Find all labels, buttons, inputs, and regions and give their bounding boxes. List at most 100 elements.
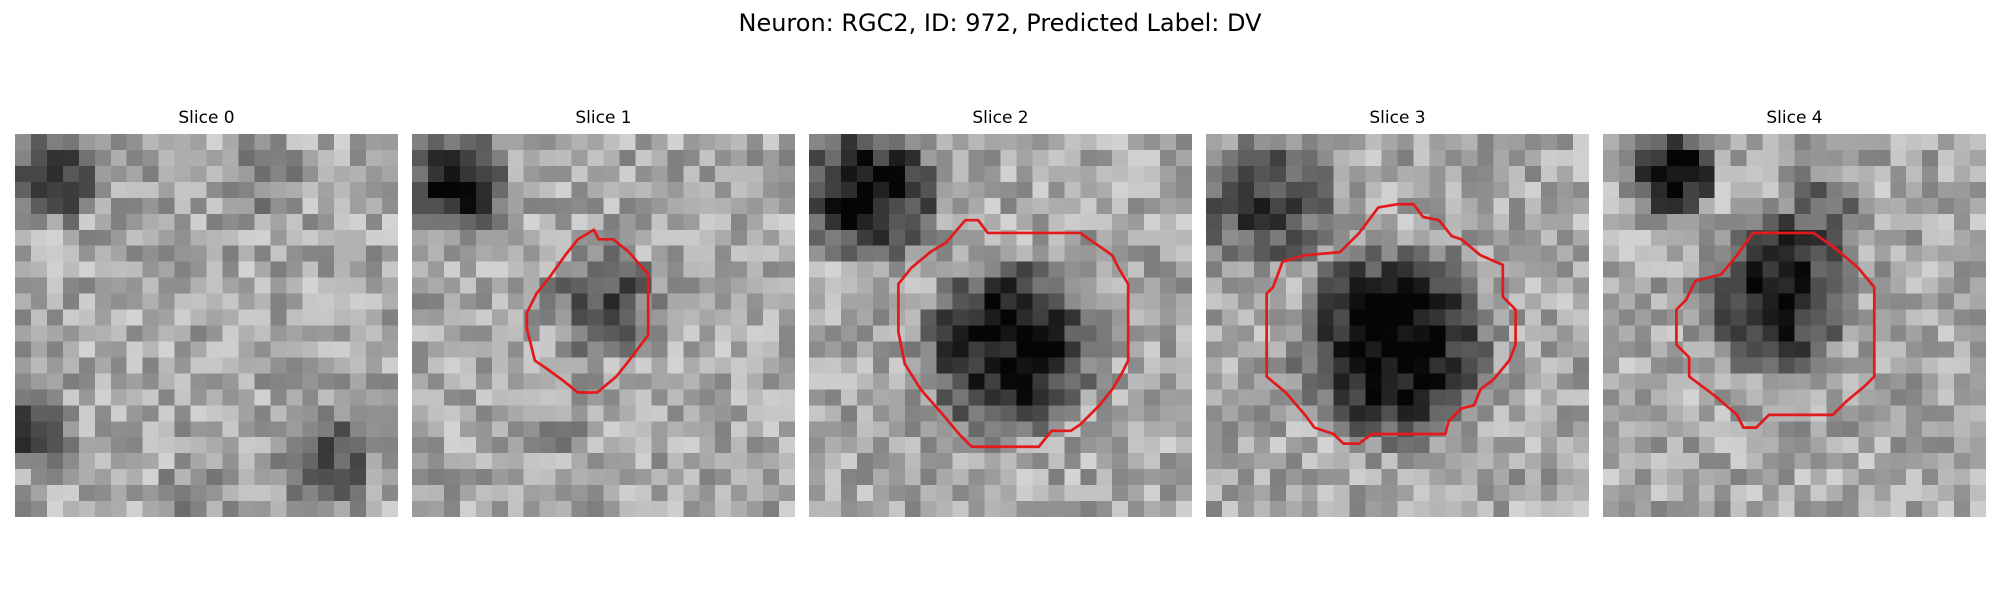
pixel xyxy=(507,309,525,326)
pixel xyxy=(1317,453,1334,470)
pixel xyxy=(1874,373,1891,390)
pixel xyxy=(1000,469,1017,486)
pixel xyxy=(1810,277,1827,294)
pixel xyxy=(1890,325,1907,342)
pixel xyxy=(1618,469,1636,486)
pixel xyxy=(699,149,716,167)
pixel xyxy=(1048,405,1065,422)
pixel xyxy=(46,341,64,358)
pixel xyxy=(427,421,445,438)
pixel xyxy=(427,469,445,486)
pixel xyxy=(968,389,985,406)
pixel xyxy=(1618,277,1636,294)
pixel xyxy=(667,501,684,517)
pixel xyxy=(1206,229,1223,247)
pixel xyxy=(715,501,732,517)
pixel xyxy=(30,293,48,310)
pixel xyxy=(1618,341,1636,358)
pixel xyxy=(222,405,239,422)
pixel xyxy=(1954,181,1971,199)
pixel xyxy=(1413,437,1430,454)
pixel xyxy=(382,373,398,390)
pixel xyxy=(571,149,588,167)
pixel xyxy=(238,309,255,326)
pixel xyxy=(571,277,588,294)
pixel xyxy=(1573,134,1589,151)
pixel xyxy=(1237,293,1255,310)
pixel xyxy=(1954,501,1971,517)
pixel xyxy=(1938,501,1955,517)
pixel xyxy=(366,213,383,231)
pixel xyxy=(1112,325,1129,342)
pixel xyxy=(1573,229,1589,247)
pixel xyxy=(126,213,143,231)
pixel xyxy=(523,389,540,406)
pixel xyxy=(1557,373,1574,390)
pixel xyxy=(382,405,398,422)
pixel xyxy=(412,389,429,406)
slice-image-1 xyxy=(412,134,795,517)
pixel xyxy=(1477,469,1494,486)
pixel xyxy=(1096,357,1113,374)
pixel xyxy=(1160,149,1177,167)
pixel xyxy=(1445,437,1462,454)
pixel xyxy=(443,213,461,231)
pixel xyxy=(1541,485,1558,502)
pixel xyxy=(491,485,509,502)
pixel xyxy=(1762,261,1779,278)
pixel xyxy=(507,293,525,310)
pixel xyxy=(1906,373,1923,390)
pixel xyxy=(1064,357,1081,374)
pixel xyxy=(206,277,223,294)
pixel xyxy=(1922,405,1939,422)
pixel xyxy=(1349,213,1366,231)
pixel xyxy=(1112,293,1129,310)
pixel xyxy=(809,485,826,502)
pixel xyxy=(412,485,429,502)
pixel xyxy=(1794,245,1811,262)
pixel xyxy=(936,213,953,231)
pixel xyxy=(683,453,700,470)
pixel xyxy=(1206,453,1223,470)
pixel xyxy=(1048,309,1065,326)
pixel xyxy=(1826,181,1843,199)
pixel xyxy=(1016,325,1033,342)
pixel xyxy=(840,357,858,374)
pixel xyxy=(571,341,588,358)
pixel xyxy=(110,453,128,470)
pixel xyxy=(1573,181,1589,199)
pixel xyxy=(603,421,620,438)
pixel xyxy=(1922,357,1939,374)
pixel xyxy=(1285,213,1303,231)
pixel xyxy=(1221,389,1239,406)
pixel xyxy=(555,453,572,470)
pixel xyxy=(222,293,239,310)
pixel xyxy=(126,261,143,278)
pixel xyxy=(1365,165,1382,183)
pixel xyxy=(824,469,842,486)
pixel xyxy=(46,437,64,454)
pixel xyxy=(1445,421,1462,438)
pixel xyxy=(1650,341,1668,358)
pixel xyxy=(382,165,398,183)
pixel xyxy=(1397,149,1414,167)
pixel xyxy=(1477,389,1494,406)
pixel xyxy=(1906,181,1923,199)
pixel xyxy=(1381,341,1398,358)
pixel xyxy=(459,197,477,215)
pixel xyxy=(1890,357,1907,374)
pixel xyxy=(1810,197,1827,215)
pixel xyxy=(254,405,271,422)
pixel xyxy=(382,261,398,278)
pixel xyxy=(856,149,874,167)
pixel xyxy=(523,149,540,167)
pixel xyxy=(1445,501,1462,517)
pixel xyxy=(635,469,652,486)
pixel xyxy=(1365,453,1382,470)
pixel xyxy=(840,277,858,294)
pixel xyxy=(1477,357,1494,374)
pixel xyxy=(334,165,351,183)
pixel xyxy=(1698,165,1716,183)
pixel xyxy=(747,277,764,294)
pixel xyxy=(603,501,620,517)
